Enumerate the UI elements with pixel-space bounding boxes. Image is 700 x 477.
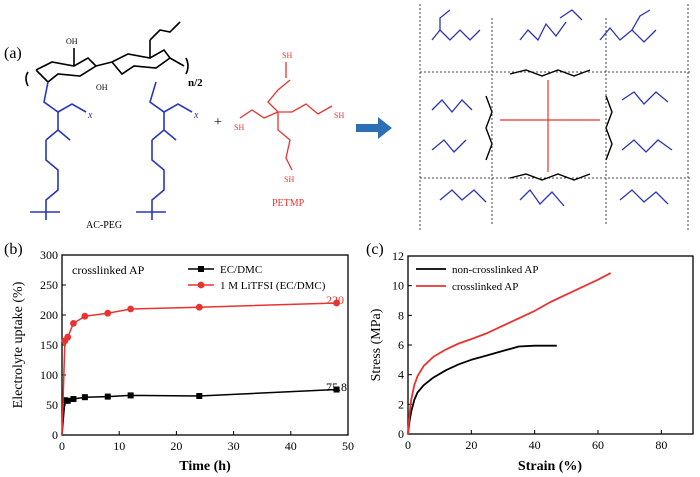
panel-a-label: (a) xyxy=(4,45,22,62)
y-axis-label-c: Stress (MPa) xyxy=(369,308,384,381)
repeat-n2-label: n/2 xyxy=(188,77,203,89)
x-tick-label: 40 xyxy=(529,438,541,452)
oh-label-1: OH xyxy=(66,37,78,46)
legend-b: EC/DMC 1 M LiTFSI (EC/DMC) xyxy=(188,264,326,292)
x-tick-label: 80 xyxy=(655,438,667,452)
x-tick-label: 50 xyxy=(342,439,354,453)
data-point-0 xyxy=(70,396,77,402)
panel-c-chart: (c) 0 20 40 60 80 0 2 4 6 8 10 12 non-crosslinked A… xyxy=(366,241,694,474)
petmp-sh-right: SH xyxy=(334,111,344,120)
data-point-0 xyxy=(64,397,71,404)
petmp-sh-bottom: SH xyxy=(284,175,294,184)
y-tick-label: 100 xyxy=(40,368,58,382)
y-tick-label: 4 xyxy=(398,368,404,382)
peg-side-chains xyxy=(30,81,193,220)
crosslinked-network xyxy=(398,4,696,230)
legend-crosslinked-label: crosslinked AP xyxy=(452,281,518,293)
ac-peg-structure xyxy=(25,21,189,87)
annotation-crosslinked-ap: crosslinked AP xyxy=(72,263,145,277)
series-c xyxy=(407,272,612,435)
oh-label-2: OH xyxy=(96,83,108,92)
petmp-sh-top: SH xyxy=(282,51,292,60)
ac-peg-name: AC-PEG xyxy=(86,220,122,231)
x-tick-label: 20 xyxy=(465,438,477,452)
y-tick-label: 0 xyxy=(52,428,58,442)
repeat-x-label-2: x xyxy=(193,110,199,121)
x-tick-label: 0 xyxy=(405,438,411,452)
panel-b-label: (b) xyxy=(4,241,23,258)
x-axis-label-c: Strain (%) xyxy=(518,459,583,474)
repeat-x-label-1: x xyxy=(87,110,93,121)
x-tick-label: 10 xyxy=(113,439,125,453)
panel-c-label: (c) xyxy=(366,241,384,258)
x-axis-label-b: Time (h) xyxy=(179,459,231,474)
data-point-1 xyxy=(81,312,89,320)
x-tick-label: 60 xyxy=(592,438,604,452)
data-point-0 xyxy=(81,394,88,401)
series-b xyxy=(61,299,340,436)
series-line-0 xyxy=(407,344,557,435)
data-point-1 xyxy=(64,333,72,341)
y-axis-label-b: Electrolyte uptake (%) xyxy=(11,281,26,408)
y-tick-label: 300 xyxy=(40,248,58,262)
y-tick-label: 200 xyxy=(40,308,58,322)
reaction-arrow xyxy=(356,117,392,139)
x-tick-label: 30 xyxy=(228,439,240,453)
x-tick-label: 20 xyxy=(170,439,182,453)
y-tick-label: 50 xyxy=(46,398,58,412)
data-point-1 xyxy=(127,305,135,313)
data-point-1 xyxy=(333,299,340,307)
data-point-0 xyxy=(104,393,111,400)
data-point-0 xyxy=(196,393,203,399)
y-tick-label: 6 xyxy=(398,338,404,352)
data-point-0 xyxy=(127,392,134,399)
panel-a-scheme: (a) OH OH n/2 x x AC-PEG + SH SH SH SH P xyxy=(4,4,696,231)
legend-non-crosslinked-label: non-crosslinked AP xyxy=(452,264,538,276)
data-point-1 xyxy=(195,303,203,311)
petmp-name: PETMP xyxy=(272,198,305,209)
y-tick-label: 2 xyxy=(398,397,404,411)
plus-sign: + xyxy=(214,115,222,130)
data-point-1 xyxy=(104,309,112,317)
panel-b-chart: (b) 0 10 20 30 40 50 0 50 100 150 200 250 300 crossl… xyxy=(4,241,354,474)
ticks-b: 0 10 20 30 40 50 0 50 100 150 200 250 300 xyxy=(40,248,354,453)
end-label-litfsi: 220 xyxy=(326,293,344,307)
legend-litfsi-marker xyxy=(197,281,205,289)
petmp-structure xyxy=(239,62,333,171)
data-point-0 xyxy=(333,386,340,393)
y-tick-label: 150 xyxy=(40,338,58,352)
petmp-sh-left: SH xyxy=(234,123,244,132)
legend-ec-dmc-label: EC/DMC xyxy=(220,264,262,276)
data-point-1 xyxy=(70,320,77,327)
ticks-c: 0 20 40 60 80 0 2 4 6 8 10 12 xyxy=(392,249,667,452)
end-label-ec-dmc: 75.8 xyxy=(326,380,347,394)
x-tick-label: 40 xyxy=(285,439,297,453)
legend-c: non-crosslinked AP crosslinked AP xyxy=(416,264,538,293)
legend-litfsi-label: 1 M LiTFSI (EC/DMC) xyxy=(220,280,326,292)
series-line-1 xyxy=(61,302,337,436)
y-tick-label: 12 xyxy=(392,249,404,263)
series-line-1 xyxy=(407,272,612,435)
y-tick-label: 0 xyxy=(398,427,404,441)
y-tick-label: 10 xyxy=(392,279,404,293)
y-tick-label: 8 xyxy=(398,308,404,322)
legend-ec-dmc-marker xyxy=(198,266,204,272)
y-tick-label: 250 xyxy=(40,278,58,292)
x-tick-label: 0 xyxy=(59,439,65,453)
